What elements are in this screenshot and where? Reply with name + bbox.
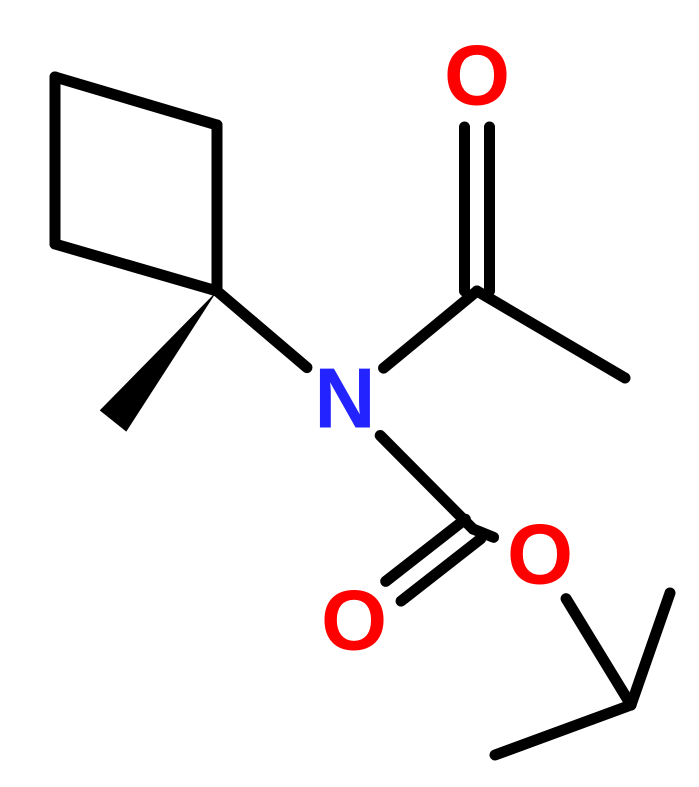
- atom-label-o: O: [507, 507, 573, 602]
- bond: [55, 77, 217, 125]
- bond: [384, 291, 477, 368]
- molecule-diagram: N O O O: [0, 0, 699, 787]
- bond: [55, 244, 217, 291]
- bond-wedge: [100, 291, 217, 432]
- bond: [401, 539, 481, 601]
- atom-label-o: O: [444, 28, 510, 123]
- bond: [566, 599, 631, 705]
- bond: [631, 593, 670, 705]
- atom-label-o: O: [321, 573, 387, 668]
- atom-label-n: N: [314, 351, 375, 446]
- bond: [386, 519, 466, 581]
- bond: [217, 291, 307, 368]
- bond: [473, 529, 494, 537]
- bond: [495, 705, 631, 755]
- bond: [477, 291, 625, 378]
- bond: [380, 435, 473, 529]
